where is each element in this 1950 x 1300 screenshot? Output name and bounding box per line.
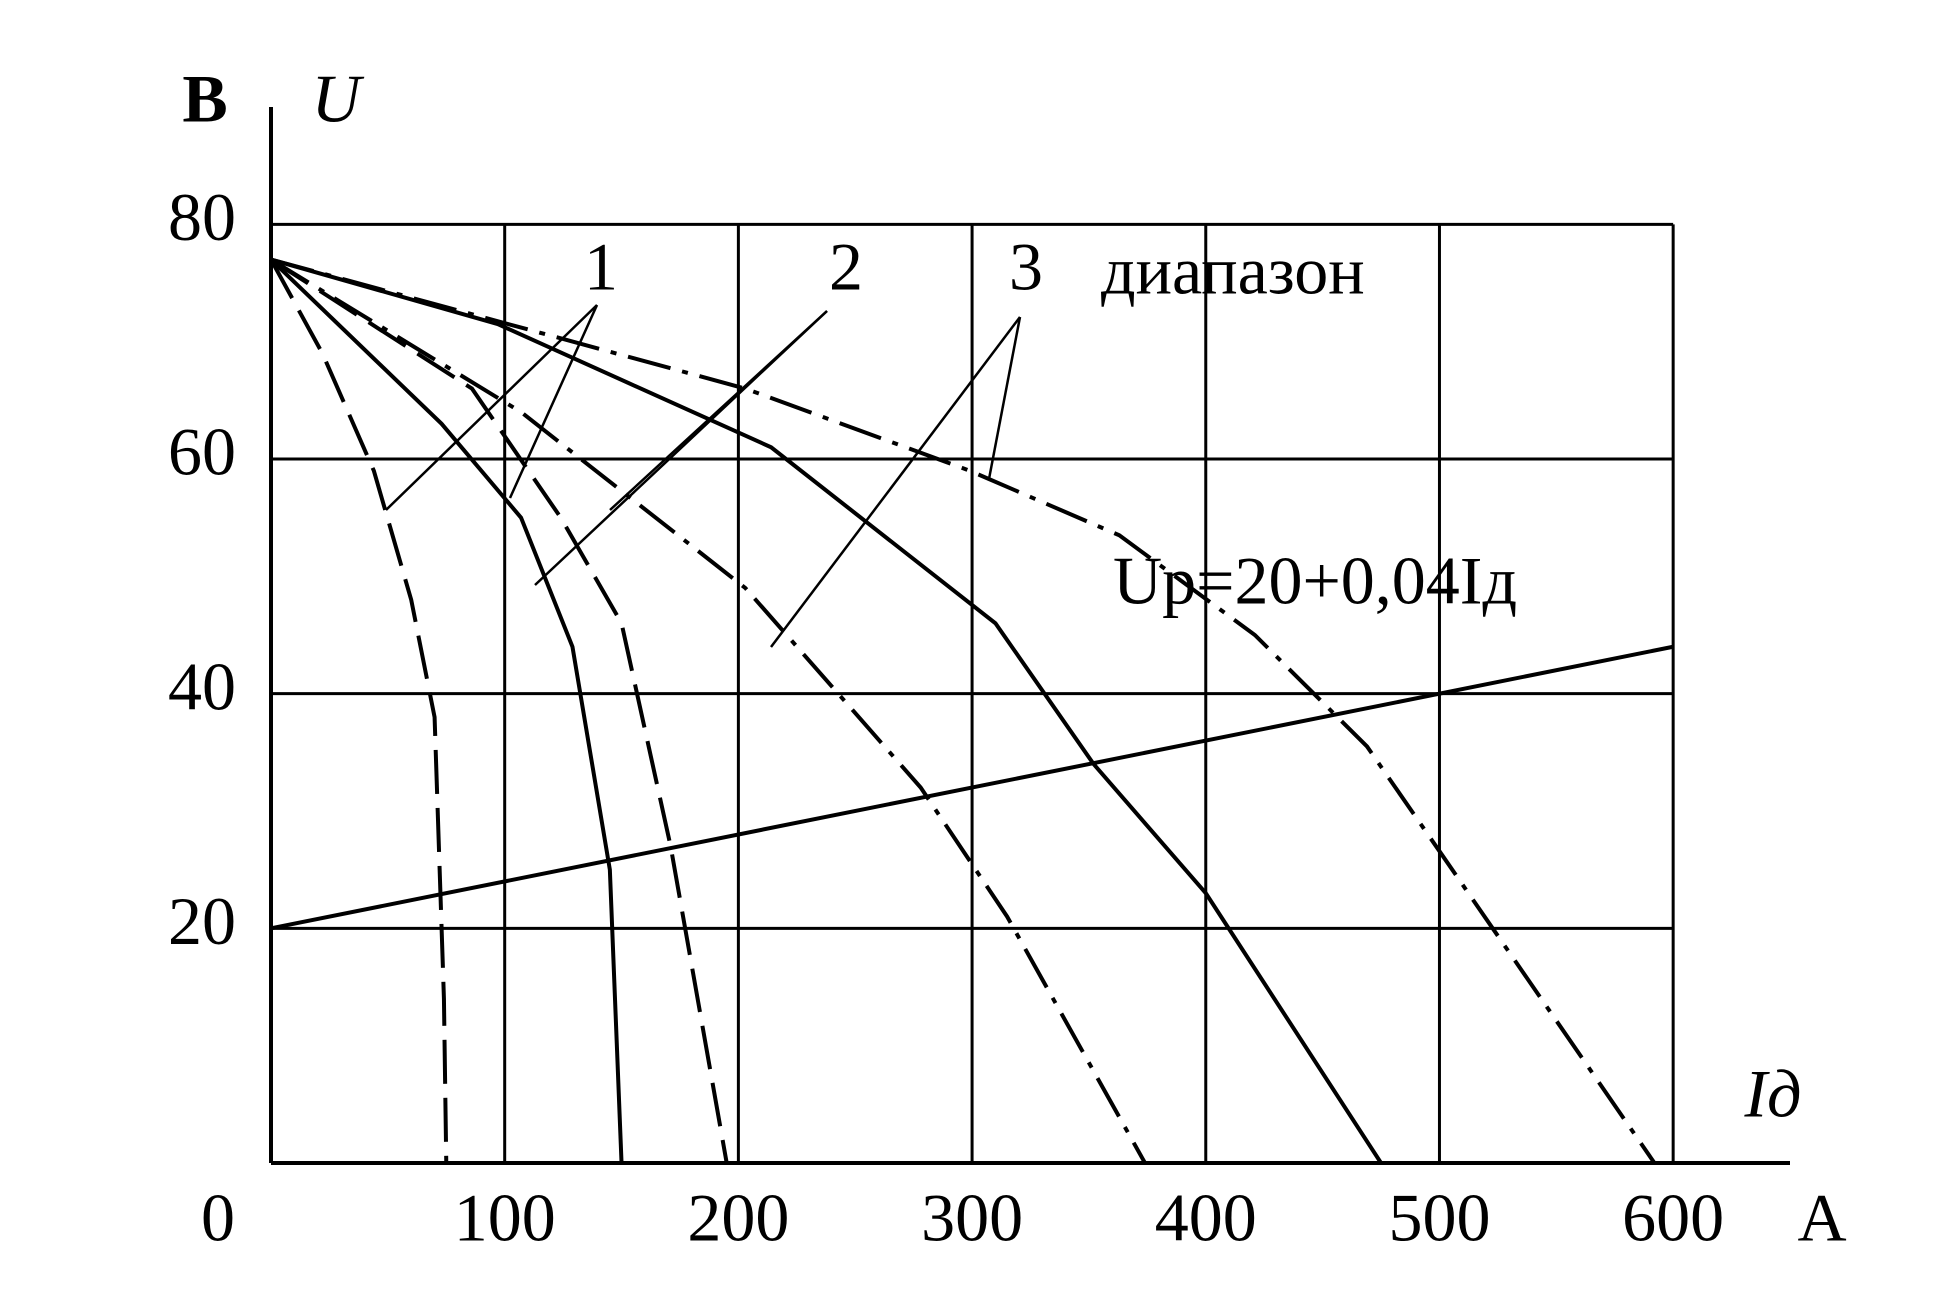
curve — [269, 258, 624, 1164]
curve — [269, 258, 449, 1164]
leader-line — [385, 304, 598, 511]
x-label: Iд — [1743, 1056, 1801, 1132]
y-tick-label: 40 — [168, 648, 236, 724]
x-tick-label: 300 — [921, 1180, 1023, 1256]
x-tick-label: 200 — [687, 1180, 789, 1256]
annotation: 3 — [1009, 229, 1043, 305]
curve — [270, 257, 1383, 1165]
x-tick-label: 600 — [1622, 1180, 1724, 1256]
x-tick-label: 0 — [201, 1180, 235, 1256]
y-tick-label: 80 — [168, 179, 236, 255]
y-tick-label: 20 — [168, 883, 236, 959]
annotation: 1 — [584, 229, 618, 305]
curve — [269, 257, 1147, 1164]
curve — [270, 257, 1657, 1165]
curve — [270, 644, 1674, 931]
curve — [269, 257, 729, 1164]
leader-line — [609, 310, 828, 511]
x-tick-label: 500 — [1388, 1180, 1490, 1256]
y-tick-label: 60 — [168, 414, 236, 490]
y-unit: В — [182, 61, 227, 137]
x-tick-label: 400 — [1155, 1180, 1257, 1256]
x-unit: А — [1797, 1180, 1846, 1256]
leader-line — [987, 316, 1022, 480]
annotation: 2 — [829, 229, 863, 305]
leader-line — [770, 316, 1021, 648]
y-label: U — [311, 61, 364, 137]
annotation: диапазон — [1101, 233, 1365, 309]
formula-label: Uр=20+0,04Iд — [1113, 543, 1517, 619]
x-tick-label: 100 — [454, 1180, 556, 1256]
